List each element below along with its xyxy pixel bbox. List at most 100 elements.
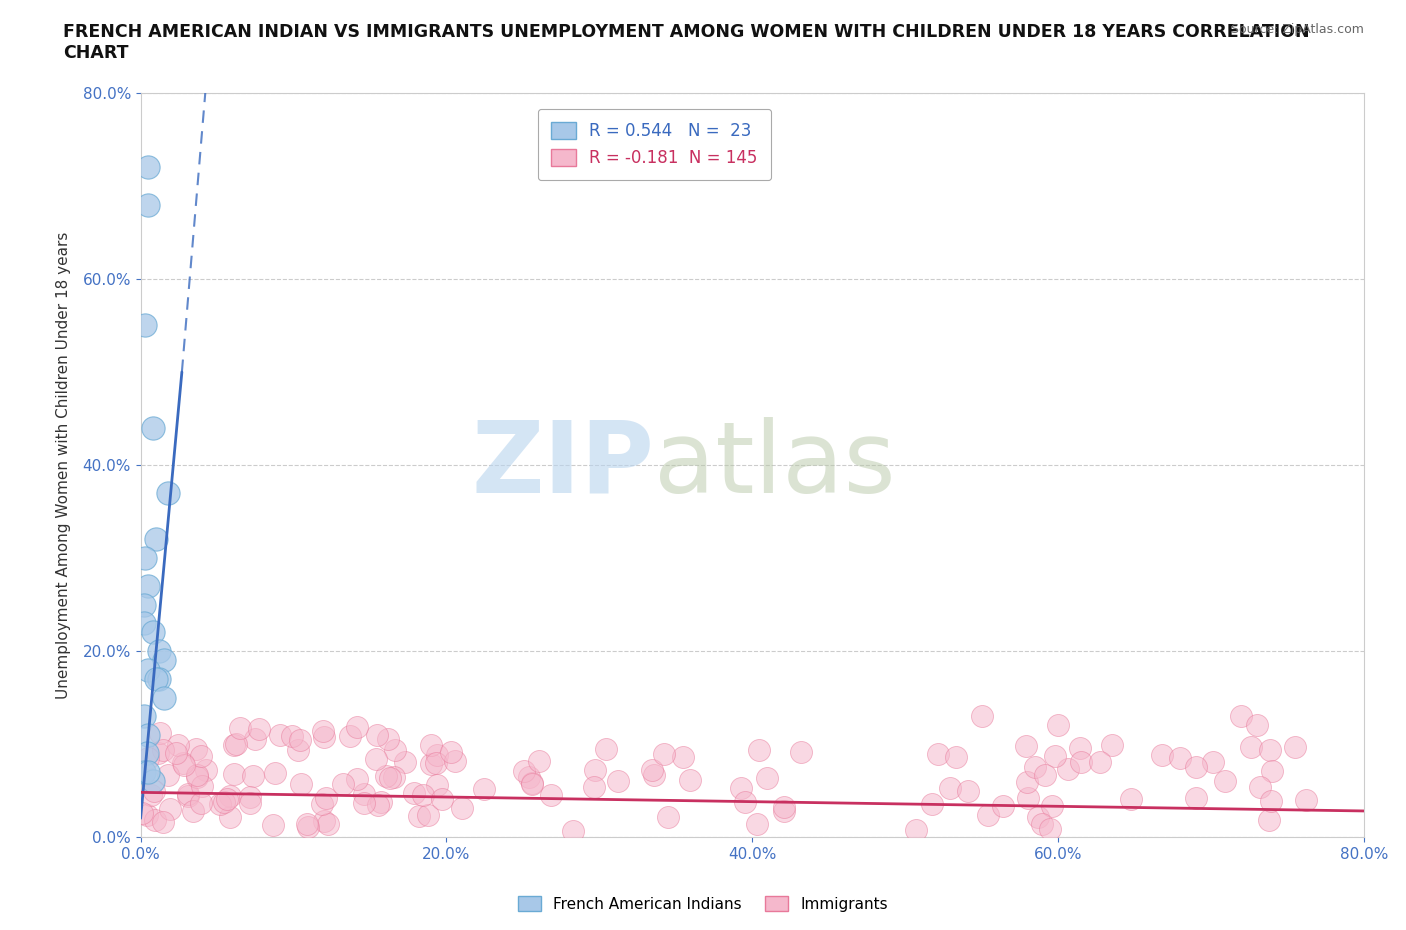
Point (370, 795, 392, 810)
Point (190, 749, 212, 764)
Point (1015, 739, 1038, 754)
Point (1295, 792, 1317, 807)
Point (186, 768, 208, 783)
Point (772, 804, 794, 818)
Point (132, 764, 155, 779)
Point (730, 780, 752, 795)
Point (1040, 799, 1063, 814)
Point (332, 777, 354, 791)
Point (262, 817, 284, 832)
Point (229, 721, 252, 736)
Point (353, 787, 375, 802)
Text: ZIP: ZIP (471, 417, 654, 513)
Point (149, 725, 172, 740)
Point (131, 805, 153, 820)
Text: FRENCH AMERICAN INDIAN VS IMMIGRANTS UNEMPLOYMENT AMONG WOMEN WITH CHILDREN UNDE: FRENCH AMERICAN INDIAN VS IMMIGRANTS UNE… (63, 23, 1310, 41)
Y-axis label: Unemployment Among Women with Children Under 18 years: Unemployment Among Women with Children U… (56, 232, 72, 698)
Point (312, 814, 335, 829)
Point (139, 788, 162, 803)
Point (212, 794, 235, 809)
Point (148, 746, 170, 761)
Point (1215, 774, 1237, 789)
Point (339, 729, 361, 744)
Point (134, 318, 156, 333)
Point (136, 764, 159, 779)
Point (190, 796, 212, 811)
Point (1057, 761, 1080, 776)
Point (1039, 822, 1062, 837)
Point (512, 764, 534, 778)
Point (288, 732, 311, 747)
Point (1069, 740, 1091, 755)
Point (561, 824, 583, 839)
Point (772, 800, 794, 815)
Point (239, 790, 262, 804)
Point (346, 720, 368, 735)
Point (977, 807, 1000, 822)
Point (167, 737, 190, 752)
Point (426, 777, 449, 792)
Point (1046, 718, 1070, 733)
Point (1017, 790, 1039, 805)
Point (186, 770, 208, 785)
Point (367, 798, 389, 813)
Point (1121, 791, 1143, 806)
Point (425, 755, 447, 770)
Point (152, 742, 174, 757)
Point (1088, 754, 1111, 769)
Point (152, 690, 174, 705)
Point (412, 787, 434, 802)
Point (366, 727, 388, 742)
Point (152, 815, 174, 830)
Point (378, 770, 401, 785)
Point (450, 800, 472, 815)
Point (142, 420, 165, 435)
Point (1043, 749, 1066, 764)
Point (136, 160, 159, 175)
Point (1024, 760, 1046, 775)
Point (1017, 775, 1039, 790)
Point (136, 662, 159, 677)
Point (297, 819, 319, 834)
Point (755, 771, 778, 786)
Point (641, 763, 664, 777)
Point (921, 797, 943, 812)
Point (384, 742, 406, 757)
Point (1184, 760, 1206, 775)
Point (165, 746, 187, 761)
Point (290, 777, 312, 791)
Point (540, 787, 562, 802)
Point (945, 750, 967, 764)
Point (314, 729, 336, 744)
Point (269, 727, 291, 742)
Point (374, 769, 396, 784)
Text: CHART: CHART (63, 44, 129, 61)
Legend: French American Indians, Immigrants: French American Indians, Immigrants (512, 889, 894, 918)
Point (142, 625, 165, 640)
Point (432, 791, 454, 806)
Point (208, 797, 231, 812)
Point (1101, 737, 1123, 752)
Point (215, 791, 238, 806)
Point (905, 823, 928, 838)
Point (595, 742, 617, 757)
Point (134, 551, 156, 565)
Point (366, 751, 388, 766)
Point (404, 786, 426, 801)
Point (520, 776, 543, 790)
Point (672, 750, 695, 764)
Point (440, 744, 463, 759)
Point (316, 817, 339, 832)
Point (346, 772, 368, 787)
Point (956, 784, 979, 799)
Point (657, 810, 679, 825)
Point (377, 731, 399, 746)
Point (173, 758, 195, 773)
Point (679, 773, 702, 788)
Point (172, 755, 194, 770)
Point (643, 768, 665, 783)
Point (1150, 748, 1173, 763)
Point (408, 809, 430, 824)
Point (148, 671, 170, 686)
Point (939, 780, 962, 795)
